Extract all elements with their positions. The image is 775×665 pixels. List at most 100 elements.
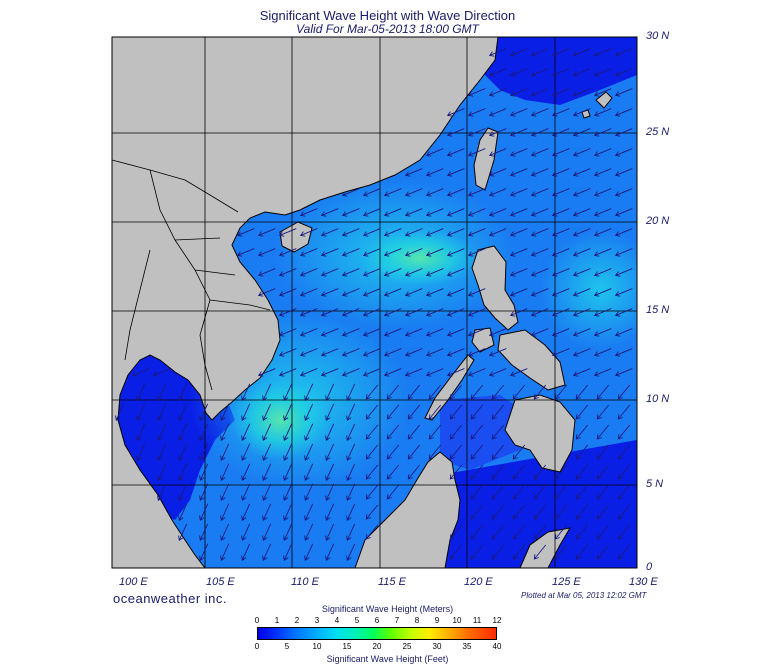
wave-arrow bbox=[178, 523, 188, 541]
wave-arrow bbox=[320, 228, 339, 237]
wave-arrow bbox=[341, 288, 360, 297]
wave-arrow bbox=[446, 308, 465, 317]
wave-arrow bbox=[136, 423, 146, 441]
wave-arrow bbox=[572, 248, 591, 257]
wave-arrow bbox=[241, 423, 251, 441]
land-palawan bbox=[424, 354, 475, 421]
wave-arrow bbox=[488, 228, 507, 237]
wave-arrow bbox=[383, 368, 402, 377]
wave-arrow bbox=[262, 463, 272, 481]
wave-arrow bbox=[325, 423, 335, 441]
wave-arrow bbox=[428, 424, 442, 440]
wave-arrow bbox=[278, 228, 297, 237]
wave-arrow bbox=[407, 424, 421, 440]
wave-arrow bbox=[425, 228, 444, 237]
wave-arrow bbox=[614, 228, 633, 237]
wave-arrow bbox=[593, 368, 612, 377]
wave-arrow bbox=[407, 464, 421, 480]
wave-arrow bbox=[491, 504, 505, 520]
wave-arrow bbox=[299, 268, 318, 277]
wave-arrow bbox=[365, 444, 379, 460]
wave-arrow bbox=[491, 544, 505, 560]
wave-arrow bbox=[386, 444, 400, 460]
wave-arrow bbox=[530, 268, 549, 277]
wave-arrow bbox=[262, 403, 272, 421]
wave-arrow bbox=[512, 444, 526, 460]
wave-arrow bbox=[551, 68, 570, 77]
wave-arrow bbox=[617, 384, 631, 400]
wave-arrow bbox=[446, 248, 465, 257]
wave-arrow bbox=[283, 483, 293, 501]
wave-arrow bbox=[446, 288, 465, 297]
wave-arrow bbox=[509, 368, 528, 377]
wave-arrow bbox=[467, 248, 486, 257]
sea-low-sulu bbox=[440, 395, 530, 470]
wave-arrow bbox=[575, 384, 589, 400]
wave-arrow bbox=[386, 424, 400, 440]
wave-arrow bbox=[596, 444, 610, 460]
wave-arrow bbox=[575, 424, 589, 440]
wave-arrow bbox=[530, 328, 549, 337]
wave-arrow bbox=[283, 383, 293, 401]
wave-arrow bbox=[488, 88, 507, 97]
wave-arrow bbox=[236, 228, 255, 237]
wave-arrow bbox=[530, 188, 549, 197]
colorbar-tick: 1 bbox=[274, 616, 280, 625]
wave-arrow bbox=[446, 128, 465, 137]
wave-arrow bbox=[617, 464, 631, 480]
wave-arrow bbox=[488, 368, 507, 377]
wave-arrow bbox=[299, 368, 318, 377]
wave-arrow bbox=[299, 248, 318, 257]
wave-arrow bbox=[449, 544, 463, 560]
wave-arrow bbox=[530, 168, 549, 177]
wave-arrow bbox=[614, 68, 633, 77]
wave-arrow bbox=[278, 368, 297, 377]
wave-arrow bbox=[220, 483, 230, 501]
wave-arrow bbox=[449, 404, 463, 420]
wave-arrow bbox=[530, 68, 549, 77]
wave-arrow bbox=[362, 268, 381, 277]
wave-arrow bbox=[425, 168, 444, 177]
wave-arrow bbox=[491, 444, 505, 460]
wave-arrow bbox=[593, 348, 612, 357]
wave-arrow bbox=[262, 543, 272, 561]
colorbar-meters-title: Significant Wave Height (Meters) bbox=[321, 604, 454, 614]
wave-arrow bbox=[325, 503, 335, 521]
wave-arrow bbox=[346, 483, 356, 501]
wave-arrow bbox=[157, 483, 167, 501]
wave-arrow bbox=[362, 368, 381, 377]
wave-arrow bbox=[157, 403, 167, 421]
colorbar-tick: 10 bbox=[452, 616, 462, 625]
wave-arrow bbox=[467, 128, 486, 137]
wave-arrow bbox=[241, 503, 251, 521]
wave-arrow bbox=[530, 248, 549, 257]
wave-arrow bbox=[509, 68, 528, 77]
wave-arrow bbox=[425, 248, 444, 257]
wave-arrow bbox=[236, 248, 255, 257]
latitude-label: 5 N bbox=[646, 478, 664, 490]
wave-arrow bbox=[278, 268, 297, 277]
wave-arrow bbox=[572, 48, 591, 57]
longitude-label: 105 E bbox=[206, 576, 235, 588]
wave-arrow bbox=[325, 523, 335, 541]
wave-arrow bbox=[325, 383, 335, 401]
wave-arrow bbox=[596, 464, 610, 480]
wave-arrow bbox=[241, 403, 251, 421]
wave-arrow bbox=[551, 128, 570, 137]
wave-arrow bbox=[509, 88, 528, 97]
wave-arrow bbox=[404, 208, 423, 217]
wave-arrow bbox=[530, 88, 549, 97]
wave-arrow bbox=[262, 383, 272, 401]
wave-arrow bbox=[575, 504, 589, 520]
colorbar-tick: 30 bbox=[432, 642, 442, 651]
wave-arrow bbox=[488, 168, 507, 177]
wave-arrow bbox=[596, 524, 610, 540]
wave-arrow bbox=[325, 463, 335, 481]
wave-arrow bbox=[530, 48, 549, 57]
wave-arrow bbox=[512, 504, 526, 520]
wave-arrow bbox=[407, 384, 421, 400]
wave-arrow bbox=[283, 503, 293, 521]
wave-arrow bbox=[299, 308, 318, 317]
colorbar-tick: 0 bbox=[254, 642, 260, 651]
